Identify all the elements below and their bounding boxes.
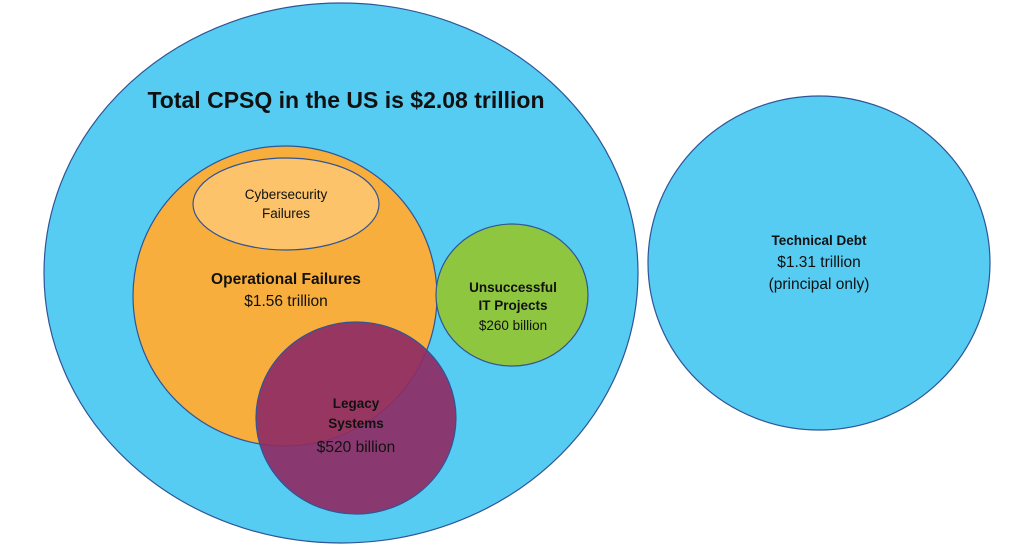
legacy-value: $520 billion (317, 439, 395, 456)
legacy-label-line1: Legacy (333, 396, 380, 411)
legacy-label-line2: Systems (328, 416, 384, 431)
legacy-systems-circle (255, 321, 457, 515)
operational-failures-label: Operational Failures (211, 271, 361, 288)
cybersecurity-label-line1: Cybersecurity (245, 187, 328, 202)
unsuccessful-it-projects-circle (435, 223, 589, 367)
technical-debt-label: Technical Debt (771, 233, 867, 248)
cybersecurity-label-line2: Failures (262, 206, 310, 221)
total-cpsq-title: Total CPSQ in the US is $2.08 trillion (147, 87, 544, 113)
technical-debt-value: $1.31 trillion (777, 254, 861, 271)
unsuccessful-label-line2: IT Projects (478, 298, 547, 313)
unsuccessful-value: $260 billion (479, 318, 547, 333)
operational-failures-value: $1.56 trillion (244, 293, 328, 310)
unsuccessful-label-line1: Unsuccessful (469, 280, 557, 295)
cybersecurity-failures-ellipse (192, 157, 380, 251)
technical-debt-circle (647, 95, 991, 431)
technical-debt-note: (principal only) (769, 276, 870, 293)
